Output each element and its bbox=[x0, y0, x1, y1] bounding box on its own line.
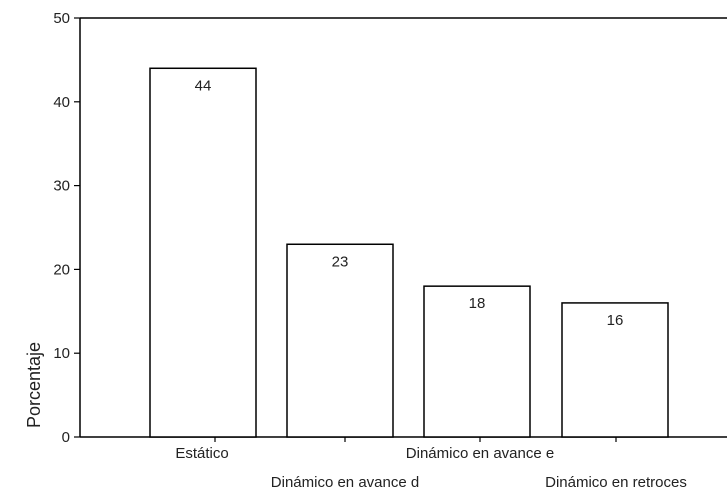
y-tick-label: 10 bbox=[53, 345, 70, 362]
bar-data-label: 16 bbox=[607, 312, 624, 329]
y-tick-label: 20 bbox=[53, 261, 70, 278]
y-tick-label: 30 bbox=[53, 178, 70, 195]
y-tick-label: 50 bbox=[53, 10, 70, 27]
bar bbox=[561, 302, 669, 438]
category-label: Dinámico en avance e bbox=[406, 445, 554, 462]
category-label: Dinámico en retroces bbox=[545, 474, 687, 491]
y-tick-label: 0 bbox=[62, 429, 70, 446]
x-axis: Estático Dinámico en avance d Dinámico en … bbox=[80, 436, 727, 491]
bars: 44 23 18 16 bbox=[149, 67, 669, 438]
y-axis: 0 10 20 30 40 50 bbox=[53, 10, 81, 446]
y-tick-label: 40 bbox=[53, 94, 70, 111]
bar bbox=[286, 243, 394, 438]
bar bbox=[423, 285, 531, 438]
bar-data-label: 44 bbox=[195, 77, 212, 94]
bar bbox=[149, 67, 257, 438]
category-label: Dinámico en avance d bbox=[271, 474, 419, 491]
category-label: Estático bbox=[175, 445, 228, 462]
bar-data-label: 23 bbox=[332, 253, 349, 270]
y-axis-title: Porcentaje bbox=[24, 342, 44, 428]
bar-data-label: 18 bbox=[469, 295, 486, 312]
